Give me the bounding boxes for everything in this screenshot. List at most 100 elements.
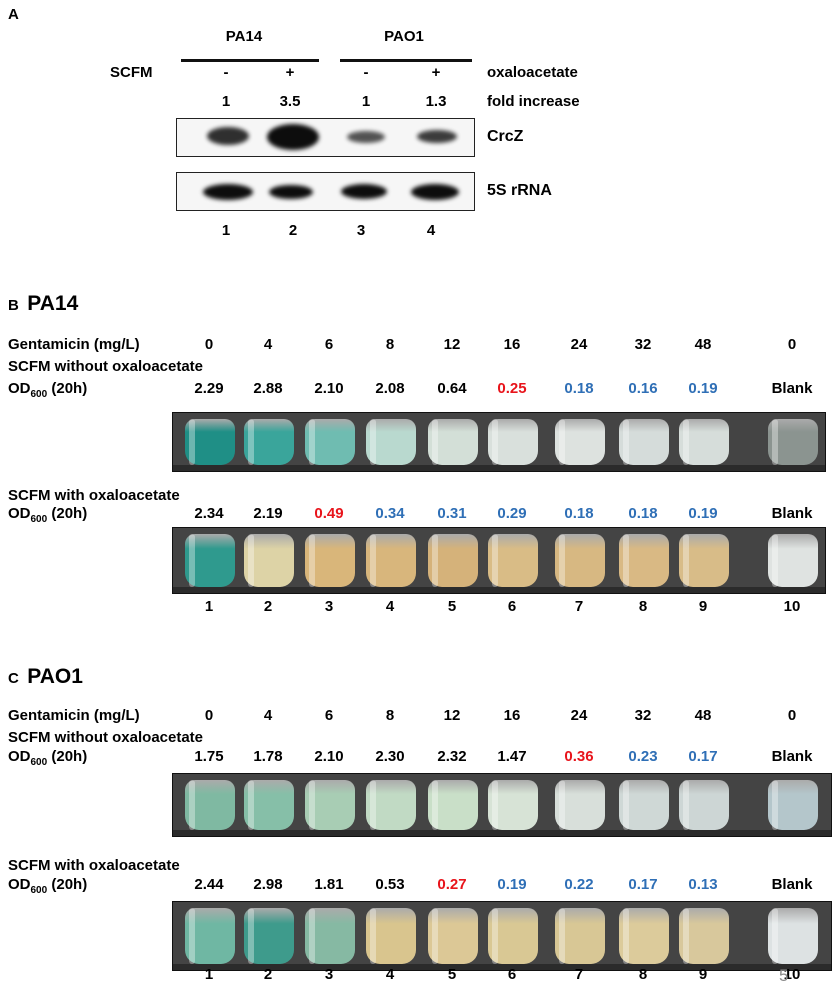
panel-c-tube-without-4 — [366, 780, 416, 830]
panel-c-tube-number-5: 5 — [447, 966, 457, 983]
panel-c-tube-with-2 — [244, 908, 294, 964]
panel-c-tube-without-10 — [768, 780, 818, 830]
panel-b-od-without-7: 0.18 — [564, 380, 594, 397]
panel-c-gentamicin-value-10: 0 — [787, 707, 797, 724]
crcz-band-3 — [347, 131, 385, 143]
panel-c-gentamicin-value-4: 8 — [385, 707, 395, 724]
pa14-group-line — [181, 59, 319, 62]
panel-c-title: PAO1 — [27, 665, 83, 688]
strain-label-pao1: PAO1 — [384, 28, 424, 45]
panel-c-od-without-5: 2.32 — [437, 748, 467, 765]
panel-b-od-without-9: 0.19 — [688, 380, 718, 397]
panel-c-gentamicin-value-3: 6 — [324, 707, 334, 724]
panel-b-od-without-4: 2.08 — [375, 380, 405, 397]
panel-b-gentamicin-value-5: 12 — [443, 336, 461, 353]
panel-c-tube-with-3 — [305, 908, 355, 964]
panel-b-tube-with-7 — [555, 534, 605, 587]
crcz-band-4 — [417, 130, 457, 143]
panel-b-od-with-1: 2.34 — [194, 505, 224, 522]
panel-c-tube-number-4: 4 — [385, 966, 395, 983]
panel-c-tube-without-7 — [555, 780, 605, 830]
panel-c-tube-without-3 — [305, 780, 355, 830]
panel-b-tube-without-5 — [428, 419, 478, 465]
panel-b-gentamicin-label: Gentamicin (mg/L) — [8, 336, 140, 353]
panel-b-photo-with — [172, 527, 826, 594]
panel-c-tube-without-6 — [488, 780, 538, 830]
panel-c-tube-with-6 — [488, 908, 538, 964]
panel-c-tube-without-1 — [185, 780, 235, 830]
panel-c-od-without-3: 2.10 — [314, 748, 344, 765]
panel-c-od-without-10: Blank — [771, 748, 813, 765]
panel-c-gentamicin-value-9: 48 — [694, 707, 712, 724]
page-number: 5 — [779, 966, 789, 985]
5s-band-3 — [341, 184, 387, 199]
panel-c-od-with-8: 0.17 — [628, 876, 658, 893]
panel-c-gentamicin-value-5: 12 — [443, 707, 461, 724]
panel-c-od-with-1: 2.44 — [194, 876, 224, 893]
panel-c-tube-number-6: 6 — [507, 966, 517, 983]
sign-lane-1: - — [223, 64, 229, 81]
panel-b-od-without-2: 2.88 — [253, 380, 283, 397]
panel-c-tube-with-7 — [555, 908, 605, 964]
panel-b-od-with-10: Blank — [771, 505, 813, 522]
panel-b-tube-with-6 — [488, 534, 538, 587]
panel-b-gentamicin-value-8: 32 — [634, 336, 652, 353]
scfm-label: SCFM — [110, 64, 153, 81]
sign-lane-3: - — [363, 64, 369, 81]
panel-c-od-label-1: OD600 (20h) — [8, 748, 88, 768]
panel-b-tube-with-5 — [428, 534, 478, 587]
panel-c-tube-without-5 — [428, 780, 478, 830]
panel-b-od-with-4: 0.34 — [375, 505, 405, 522]
panel-c-gentamicin-value-7: 24 — [570, 707, 588, 724]
panel-b-od-without-1: 2.29 — [194, 380, 224, 397]
panel-b-tube-without-10 — [768, 419, 818, 465]
panel-c-od-without-4: 2.30 — [375, 748, 405, 765]
panel-c-od-with-2: 2.98 — [253, 876, 283, 893]
panel-c-tube-without-8 — [619, 780, 669, 830]
panel-c-od-with-3: 1.81 — [314, 876, 344, 893]
panel-c-photo-without — [172, 773, 832, 837]
panel-c-od-without-6: 1.47 — [497, 748, 527, 765]
sign-lane-4: + — [431, 64, 441, 81]
lane-number-2: 2 — [288, 222, 298, 239]
panel-c-tube-with-8 — [619, 908, 669, 964]
panel-b-tube-with-1 — [185, 534, 235, 587]
fold-increase-label: fold increase — [487, 93, 580, 110]
panel-b-title: PA14 — [27, 292, 79, 315]
panel-c-tube-without-2 — [244, 780, 294, 830]
panel-b-tube-number-8: 8 — [638, 598, 648, 615]
panel-b-od-label-1: OD600 (20h) — [8, 380, 88, 400]
panel-b-od-with-8: 0.18 — [628, 505, 658, 522]
5s-band-2 — [269, 185, 313, 199]
panel-b-tube-without-3 — [305, 419, 355, 465]
panel-b-gentamicin-value-9: 48 — [694, 336, 712, 353]
panel-c-with-label: SCFM with oxaloacetate — [8, 857, 180, 874]
5s-rrna-blot — [176, 172, 475, 211]
panel-b-od-with-9: 0.19 — [688, 505, 718, 522]
panel-c-od-with-7: 0.22 — [564, 876, 594, 893]
panel-b-tube-with-3 — [305, 534, 355, 587]
panel-b-tube-without-4 — [366, 419, 416, 465]
panel-b-tube-with-2 — [244, 534, 294, 587]
panel-c-tube-without-9 — [679, 780, 729, 830]
strain-label-pa14: PA14 — [225, 28, 263, 45]
panel-b-od-label-2: OD600 (20h) — [8, 505, 88, 525]
lane-number-3: 3 — [356, 222, 366, 239]
panel-b-gentamicin-value-7: 24 — [570, 336, 588, 353]
panel-b-tube-with-9 — [679, 534, 729, 587]
panel-c-od-label-2: OD600 (20h) — [8, 876, 88, 896]
panel-b-tube-without-6 — [488, 419, 538, 465]
panel-c-heading: C PAO1 — [8, 665, 83, 689]
panel-c-od-without-9: 0.17 — [688, 748, 718, 765]
panel-c-letter: C — [8, 670, 19, 687]
panel-b-tube-number-7: 7 — [574, 598, 584, 615]
panel-b-tube-number-4: 4 — [385, 598, 395, 615]
panel-b-heading: B PA14 — [8, 292, 78, 316]
sign-lane-2: + — [285, 64, 295, 81]
panel-c-gentamicin-value-1: 0 — [204, 707, 214, 724]
crcz-band-2 — [267, 124, 319, 150]
fold-lane-3: 1 — [361, 93, 371, 110]
panel-b-od-without-8: 0.16 — [628, 380, 658, 397]
panel-c-tube-with-1 — [185, 908, 235, 964]
panel-b-gentamicin-value-4: 8 — [385, 336, 395, 353]
